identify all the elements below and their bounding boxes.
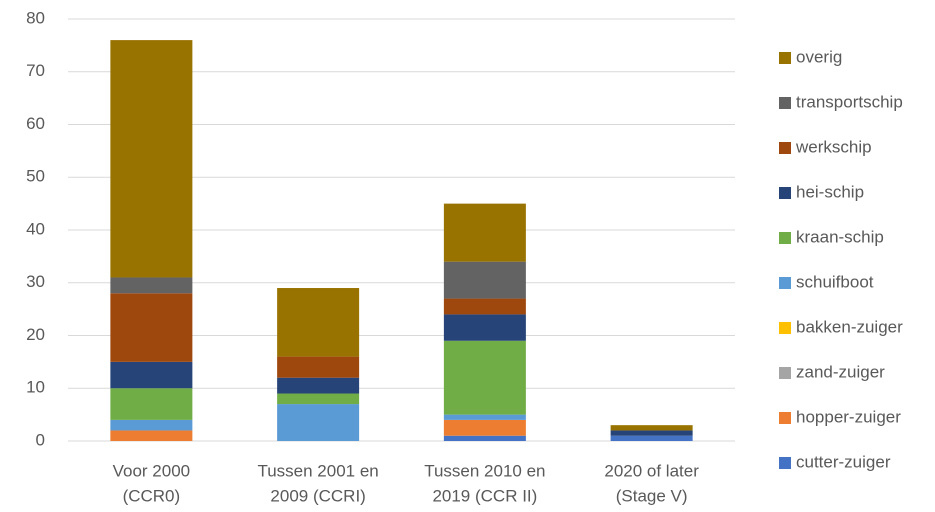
legend-swatch <box>779 277 791 289</box>
legend-swatch <box>779 457 791 469</box>
y-tick-label: 20 <box>26 325 45 344</box>
legend-label: overig <box>796 47 842 66</box>
bar-segment <box>443 414 526 420</box>
bar-segment <box>110 40 193 278</box>
bar-segment <box>110 361 193 389</box>
legend-swatch <box>779 412 791 424</box>
y-tick-label: 0 <box>36 430 45 449</box>
legend-swatch <box>779 97 791 109</box>
x-tick-label: (CCR0) <box>123 486 181 505</box>
legend-label: hopper-zuiger <box>796 407 901 426</box>
x-tick-label: Voor 2000 <box>113 461 191 480</box>
legend-label: werkschip <box>795 137 872 156</box>
bar-segment <box>443 298 526 315</box>
bar-segment <box>610 430 693 436</box>
bar-segment <box>110 430 193 441</box>
bar-segment <box>110 388 193 420</box>
y-tick-label: 30 <box>26 272 45 291</box>
bar-segment <box>610 435 693 441</box>
y-tick-label: 10 <box>26 378 45 397</box>
legend-label: kraan-schip <box>796 227 884 246</box>
legend-swatch <box>779 232 791 244</box>
bar-segment <box>277 393 360 405</box>
x-tick-label: Tussen 2001 en <box>257 461 378 480</box>
bar-segment <box>110 293 193 362</box>
x-tick-label: 2009 (CCRI) <box>270 486 365 505</box>
legend-swatch <box>779 367 791 379</box>
bar-segment <box>110 277 193 294</box>
x-tick-label: 2019 (CCR II) <box>432 486 537 505</box>
bar-segment <box>277 288 360 357</box>
bar-segment <box>443 435 526 441</box>
y-tick-label: 50 <box>26 167 45 186</box>
legend-label: transportschip <box>796 92 903 111</box>
x-tick-label: Tussen 2010 en <box>424 461 545 480</box>
legend-swatch <box>779 187 791 199</box>
bar-segment <box>443 203 526 262</box>
y-tick-label: 70 <box>26 61 45 80</box>
bar-segment <box>277 404 360 441</box>
bar-segment <box>110 419 193 431</box>
bar-segment <box>443 314 526 341</box>
x-tick-label: 2020 of later <box>604 461 699 480</box>
bar-segment <box>443 419 526 436</box>
y-tick-label: 40 <box>26 219 45 238</box>
y-tick-label: 80 <box>26 8 45 27</box>
legend-label: schuifboot <box>796 272 874 291</box>
bar-segment <box>610 425 693 431</box>
y-tick-label: 60 <box>26 114 45 133</box>
bar-segment <box>277 377 360 394</box>
legend-label: zand-zuiger <box>796 362 885 381</box>
legend-label: hei-schip <box>796 182 864 201</box>
legend-swatch <box>779 142 791 154</box>
legend-swatch <box>779 52 791 64</box>
bar-segment <box>277 356 360 378</box>
legend-label: bakken-zuiger <box>796 317 903 336</box>
legend-label: cutter-zuiger <box>796 452 891 471</box>
bar-segment <box>443 340 526 415</box>
x-tick-label: (Stage V) <box>616 486 688 505</box>
bar-segment <box>443 261 526 299</box>
legend-swatch <box>779 322 791 334</box>
